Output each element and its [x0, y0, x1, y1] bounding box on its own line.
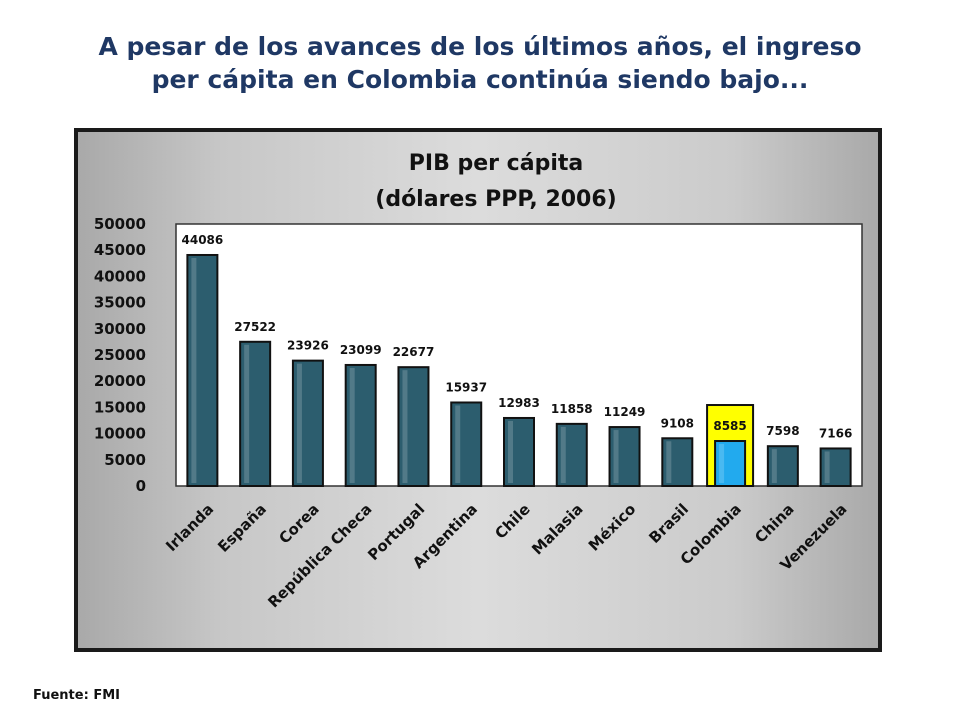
value-label: 23926: [287, 339, 329, 353]
category-label: China: [751, 500, 797, 546]
y-tick-label: 45000: [94, 241, 146, 259]
bar-highlight: [714, 440, 747, 487]
value-label: 23099: [340, 343, 382, 357]
y-tick-label: 30000: [94, 320, 146, 338]
bars: [186, 253, 852, 488]
category-label: Brasil: [645, 500, 692, 547]
value-label: 15937: [445, 380, 487, 394]
value-label: 22677: [393, 345, 435, 359]
category-label: República Checa: [264, 500, 375, 611]
bar: [608, 426, 641, 487]
bar: [661, 437, 694, 487]
bar-shine: [349, 367, 355, 483]
bar: [555, 422, 588, 487]
bar: [239, 340, 272, 487]
category-label: España: [214, 500, 270, 556]
chart-title-line-2: (dólares PPP, 2006): [375, 187, 616, 212]
y-axis: 0 5000 10000 15000 20000 25000 30000 35000 40000…: [94, 215, 146, 495]
y-tick-label: 15000: [94, 398, 146, 416]
value-label: 27522: [234, 320, 276, 334]
y-tick-label: 10000: [94, 425, 146, 443]
y-tick-label: 20000: [94, 372, 146, 390]
bar: [291, 359, 324, 487]
y-tick-label: 25000: [94, 346, 146, 364]
value-label: 44086: [182, 233, 224, 247]
bar-shine: [771, 449, 777, 483]
bar-shine: [455, 405, 461, 483]
headline-line-2: per cápita en Colombia continúa siendo b…: [151, 65, 809, 94]
value-label: 7166: [819, 426, 852, 440]
category-label: Irlanda: [162, 500, 217, 555]
bar-shine: [402, 370, 408, 483]
value-label: 7598: [766, 424, 799, 438]
bar-shine: [666, 441, 672, 483]
bar: [819, 447, 852, 488]
headline: A pesar de los avances de los últimos añ…: [20, 30, 940, 96]
category-label: México: [585, 500, 640, 555]
chart-panel: PIB per cápita (dólares PPP, 2006) 0 5000…: [74, 128, 882, 652]
value-labels: 44086 27522 23926 23099 22677 15937 12983 11858…: [182, 233, 853, 440]
bar: [766, 445, 799, 488]
value-label: 8585: [713, 419, 746, 433]
bar-chart: PIB per cápita (dólares PPP, 2006) 0 5000…: [94, 151, 863, 611]
bar: [397, 366, 430, 487]
category-label: Malasia: [528, 500, 586, 558]
category-label: Chile: [491, 500, 534, 543]
source-note: Fuente: FMI: [33, 688, 120, 703]
bar: [450, 401, 483, 487]
y-tick-label: 50000: [94, 215, 146, 233]
headline-line-1: A pesar de los avances de los últimos añ…: [98, 32, 862, 61]
value-label: 12983: [498, 396, 540, 410]
value-label: 11249: [604, 405, 646, 419]
bar-shine: [719, 444, 725, 483]
y-tick-label: 5000: [104, 451, 146, 469]
bar-shine: [613, 430, 619, 483]
bar-shine: [508, 420, 513, 483]
category-label: Corea: [275, 500, 322, 547]
bar: [344, 363, 377, 487]
chart-title-line-1: PIB per cápita: [409, 151, 583, 176]
bar-shine: [824, 451, 830, 483]
bar-shine: [560, 426, 566, 483]
bar-shine: [191, 257, 197, 483]
y-tick-label: 35000: [94, 294, 146, 312]
bar: [186, 253, 219, 487]
bar-shine: [296, 363, 302, 483]
value-label: 9108: [661, 416, 694, 430]
bar-shine: [244, 344, 250, 483]
y-tick-label: 40000: [94, 267, 146, 285]
y-tick-label: 0: [136, 477, 146, 495]
value-label: 11858: [551, 402, 593, 416]
bar: [503, 416, 535, 488]
